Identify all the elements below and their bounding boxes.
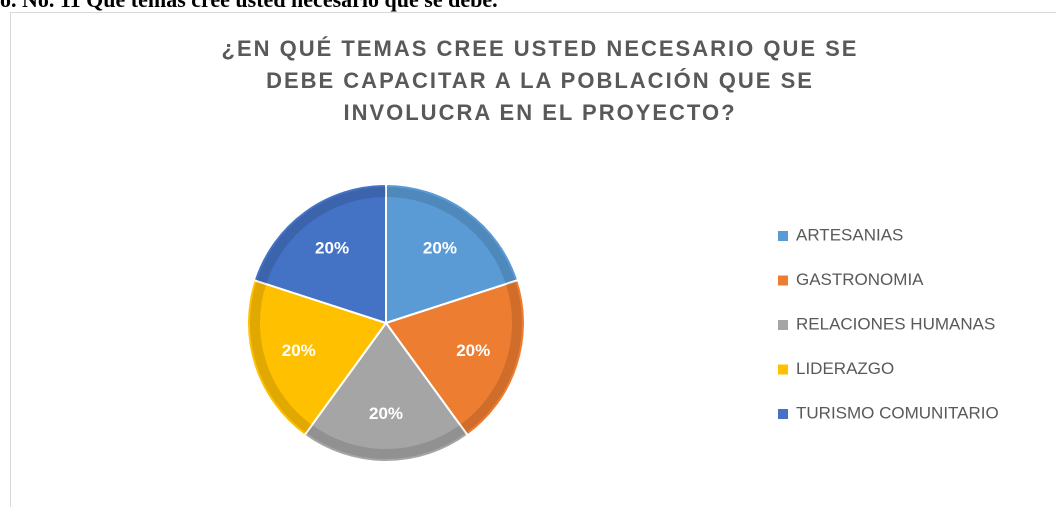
data-label: 20% — [315, 238, 349, 257]
legend-label: TURISMO COMUNITARIO — [796, 403, 999, 422]
chart-frame — [10, 12, 1056, 507]
slice-bevel — [460, 280, 522, 434]
chart-title: DEBE CAPACITAR A LA POBLACIÓN QUE SE — [266, 68, 814, 93]
data-label: 20% — [282, 341, 316, 360]
pie-slice — [246, 278, 388, 437]
legend-swatch — [778, 231, 788, 241]
legend-swatch — [778, 409, 788, 419]
caption: o. No. 11 Qué temas cree usted necesario… — [0, 0, 498, 12]
chart-title: INVOLUCRA EN EL PROYECTO? — [343, 100, 736, 125]
pie-slice — [302, 321, 470, 463]
legend-label: ARTESANIAS — [796, 225, 903, 244]
pie-slice — [384, 278, 526, 437]
data-label: 20% — [456, 341, 490, 360]
slice-bevel — [385, 187, 516, 285]
data-label: 20% — [423, 238, 457, 257]
legend-label: LIDERAZGO — [796, 359, 894, 378]
slice-bevel — [306, 424, 466, 459]
legend-label: RELACIONES HUMANAS — [796, 314, 995, 333]
chart-title: ¿EN QUÉ TEMAS CREE USTED NECESARIO QUE S… — [222, 36, 859, 61]
legend-swatch — [778, 320, 788, 330]
data-label: 20% — [369, 404, 403, 423]
legend-swatch — [778, 364, 788, 375]
legend-label: GASTRONOMIA — [796, 270, 924, 289]
legend-swatch — [778, 275, 788, 286]
pie-slice — [385, 182, 520, 325]
slice-bevel — [250, 280, 312, 434]
slice-bevel — [256, 187, 387, 285]
pie-slice — [252, 182, 387, 325]
